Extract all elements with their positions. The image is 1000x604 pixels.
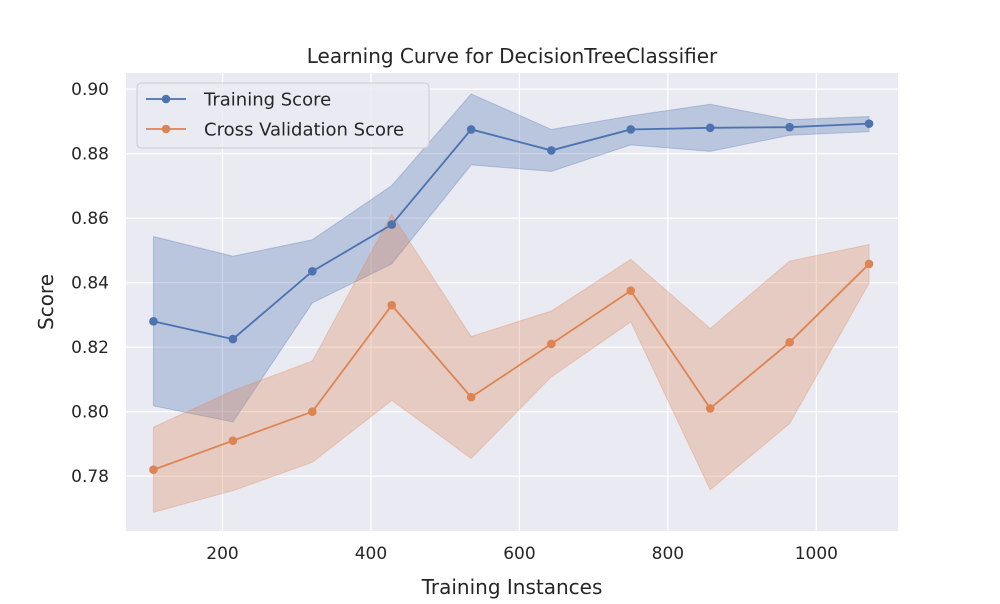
y-tick-label: 0.86 [71, 209, 109, 229]
x-axis-label: Training Instances [421, 575, 603, 599]
y-tick-label: 0.80 [71, 403, 109, 423]
y-tick-label: 0.88 [71, 145, 109, 165]
series-line-0 [153, 122, 870, 341]
legend: Training Score Cross Validation Score [136, 82, 430, 149]
data-point-series-1 [466, 392, 476, 402]
data-point-series-0 [705, 123, 715, 133]
plot-background [126, 73, 898, 531]
x-tick-label: 600 [503, 544, 535, 564]
data-point-series-0 [864, 119, 874, 128]
series-lines [149, 119, 874, 475]
data-point-series-0 [149, 317, 158, 326]
legend-marker-0 [161, 94, 171, 104]
data-point-series-1 [149, 465, 158, 475]
y-tick-label: 0.78 [71, 467, 109, 487]
data-point-series-1 [387, 300, 397, 310]
data-point-series-1 [308, 407, 317, 416]
legend-marker-1 [161, 124, 171, 134]
confidence-band-series-1 [152, 213, 870, 513]
data-point-series-0 [547, 146, 556, 155]
series-line-1 [153, 263, 870, 471]
x-tick-labels: 200 400 600 800 1000 [206, 544, 838, 564]
data-point-series-0 [785, 122, 794, 132]
legend-label-0: Training Score [203, 90, 331, 111]
data-point-series-1 [785, 338, 794, 347]
grid-lines [126, 73, 898, 531]
data-point-series-0 [626, 125, 636, 134]
y-tick-label: 0.84 [71, 274, 109, 294]
x-tick-label: 400 [355, 544, 387, 564]
y-tick-labels: 0.78 0.80 0.82 0.84 0.86 0.88 0.90 [71, 80, 109, 487]
y-tick-label: 0.82 [71, 338, 109, 358]
data-point-series-1 [864, 259, 874, 269]
legend-label-1: Cross Validation Score [204, 120, 404, 141]
data-point-series-0 [228, 334, 238, 344]
x-tick-label: 1000 [795, 544, 838, 564]
data-point-series-0 [387, 220, 397, 229]
data-point-series-0 [308, 267, 317, 276]
x-tick-label: 800 [652, 544, 684, 564]
data-point-series-1 [705, 404, 715, 413]
y-tick-label: 0.90 [71, 80, 109, 100]
data-point-series-1 [626, 286, 636, 296]
data-point-series-0 [466, 125, 476, 134]
legend-box [136, 82, 430, 149]
data-point-series-1 [228, 436, 238, 445]
chart-title: Learning Curve for DecisionTreeClassifie… [307, 44, 718, 68]
y-axis-label: Score [34, 274, 58, 330]
x-tick-label: 200 [206, 544, 238, 564]
data-point-series-1 [547, 339, 556, 349]
